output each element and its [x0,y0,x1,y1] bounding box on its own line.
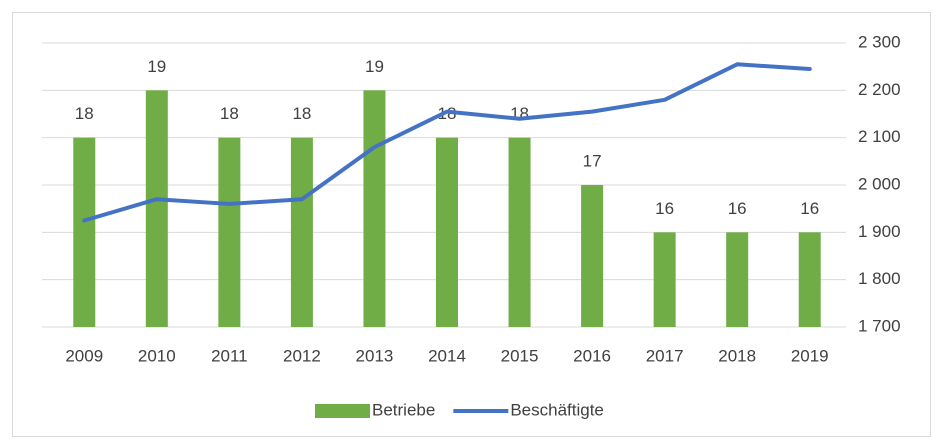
data-label: 16 [655,199,674,218]
bar [290,137,313,327]
x-tick-label: 2011 [211,346,248,365]
bar [798,232,821,327]
x-tick-label: 2013 [356,346,394,365]
line [82,62,812,223]
x-tick-label: 2014 [428,346,466,365]
bar [145,90,168,327]
data-label: 19 [147,57,166,76]
y2-tick-label: 2 300 [858,32,901,51]
x-tick-label: 2017 [646,346,684,365]
data-label: 16 [800,199,819,218]
x-tick-label: 2012 [283,346,321,365]
bar [581,185,604,327]
bar [218,137,241,327]
data-label: 18 [75,104,94,123]
data-label: 18 [292,104,311,123]
x-tick-label: 2010 [138,346,176,365]
data-label: 19 [365,57,384,76]
y2-tick-label: 1 700 [858,316,901,335]
legend-label: Beschäftigte [510,400,604,419]
data-label: 17 [583,151,602,170]
y2-tick-label: 2 100 [858,127,901,146]
y2-tick-label: 1 800 [858,269,901,288]
legend-label: Betriebe [372,400,435,419]
legend-swatch [315,404,370,418]
y2-tick-label: 2 000 [858,174,901,193]
bar [508,137,531,327]
bar [726,232,749,327]
y2-tick-label: 2 200 [858,80,901,99]
bar [436,137,458,327]
x-tick-label: 2016 [573,346,611,365]
bar [653,232,676,327]
x-tick-label: 2018 [718,346,756,365]
x-tick-label: 2019 [791,346,829,365]
x-tick-label: 2009 [65,346,103,365]
bar [73,137,96,327]
data-label: 18 [220,104,239,123]
x-tick-label: 2015 [501,346,539,365]
data-label: 16 [728,199,747,218]
bar [363,90,386,327]
y2-tick-label: 1 900 [858,222,901,241]
